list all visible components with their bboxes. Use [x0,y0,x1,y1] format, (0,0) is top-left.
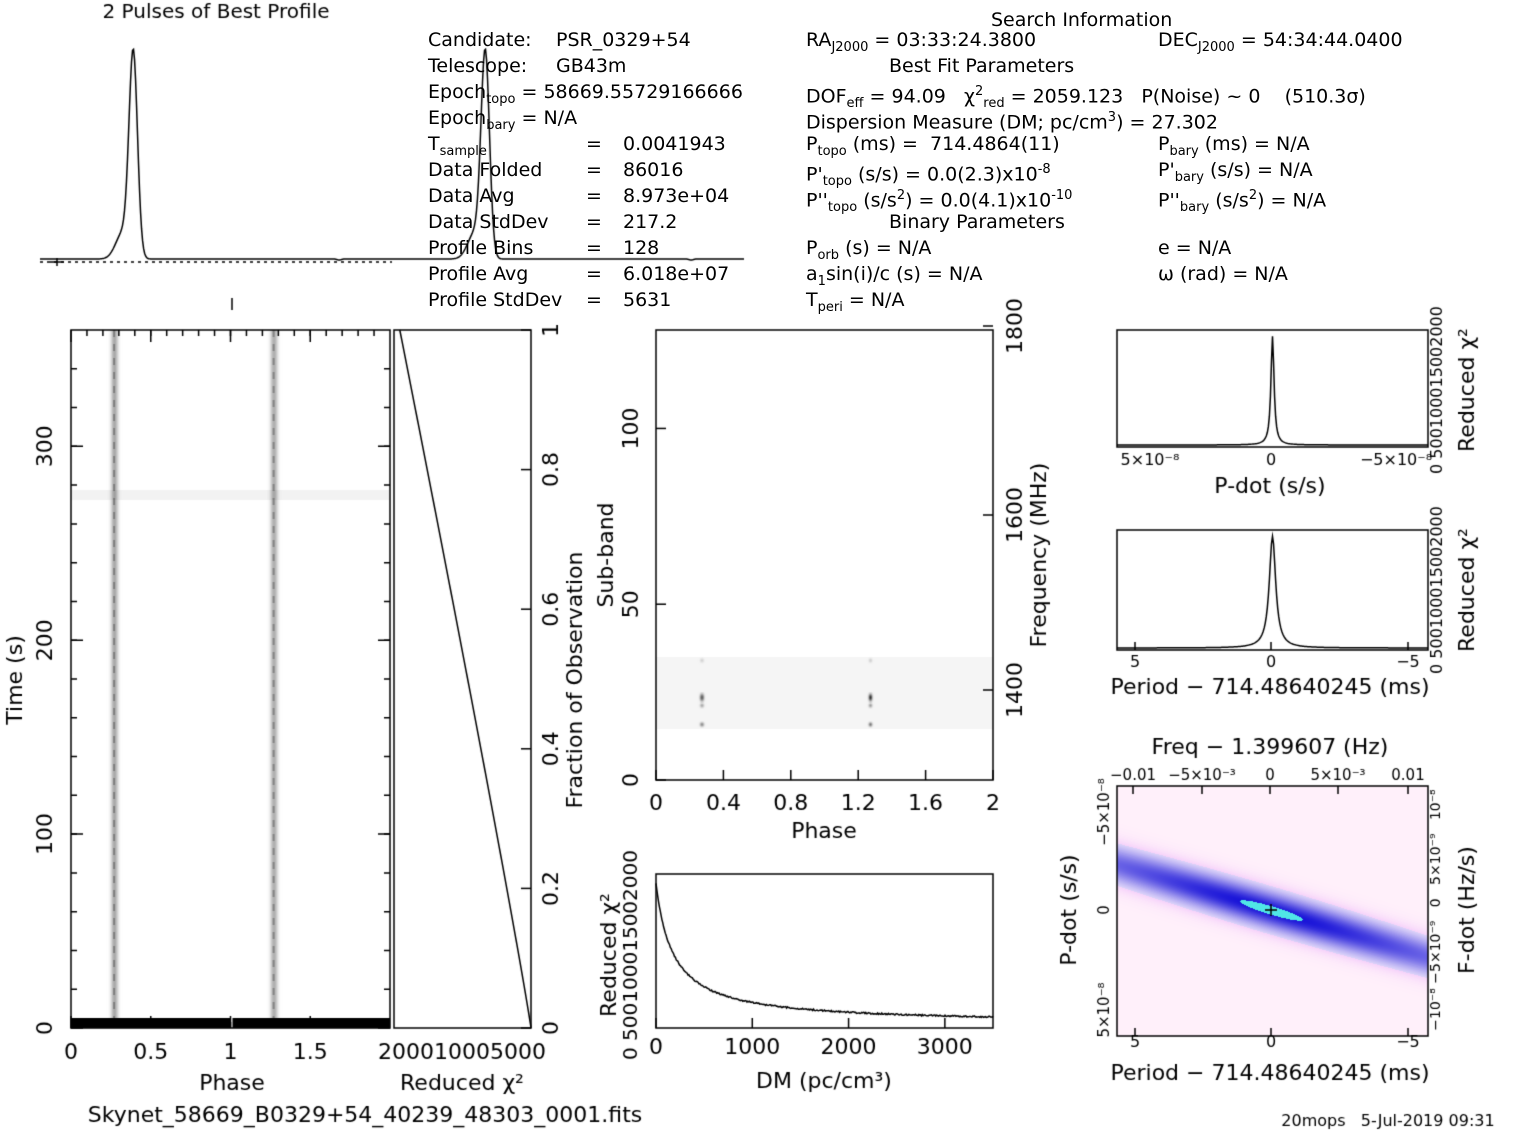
info-value: 86016 [623,157,683,183]
candidate-info-row: Profile Avg = 6.018e+07 [428,261,798,287]
info-label: Profile StdDev [428,287,562,313]
candidate-info-row: Epochbary = N/A [428,105,798,131]
eccentricity: e = N/A [1158,235,1231,261]
info-value: 5631 [623,287,671,313]
info-value: 217.2 [623,209,677,235]
candidate-info-row: Candidate: PSR_0329+54 [428,27,798,53]
candidate-info-row: Tsample = 0.0041943 [428,131,798,157]
binary-title: Binary Parameters [889,209,1065,235]
info-equals: = [586,157,602,183]
candidate-info-row: Data Folded = 86016 [428,157,798,183]
candidate-info-row: Profile Bins = 128 [428,235,798,261]
info-value: GB43m [556,53,626,79]
info-label: Profile Avg [428,261,528,287]
candidate-info-row: Epochtopo = 58669.55729166666 [428,79,798,105]
candidate-info-row: Profile StdDev = 5631 [428,287,798,313]
info-label: Candidate: [428,27,532,53]
info-value: PSR_0329+54 [556,27,691,53]
dec: DECJ2000 = 54:34:44.0400 [1158,27,1403,61]
info-value: 0.0041943 [623,131,726,157]
info-label: Data Folded [428,157,542,183]
info-label: Telescope: [428,53,527,79]
omega: ω (rad) = N/A [1158,261,1288,287]
info-equals: = [586,287,602,313]
pddot-bary: P''bary (s/s2) = N/A [1158,183,1326,221]
candidate-info-row: Telescope: GB43m [428,53,798,79]
info-label: Profile Bins [428,235,533,261]
candidate-info: Candidate: PSR_0329+54 Telescope: GB43m Epoc… [428,27,798,313]
info-label: Data Avg [428,183,515,209]
t-peri: Tperi = N/A [806,287,904,321]
info-value: 8.973e+04 [623,183,729,209]
info-equals: = [586,209,602,235]
info-value: 128 [623,235,659,261]
candidate-info-row: Data Avg = 8.973e+04 [428,183,798,209]
info-equals: = [586,261,602,287]
info-label: Data StdDev [428,209,549,235]
best-fit-title: Best Fit Parameters [889,53,1074,79]
info-equals: = [586,131,602,157]
candidate-info-row: Data StdDev = 217.2 [428,209,798,235]
info-equals: = [586,235,602,261]
info-equals: = [586,183,602,209]
info-value: 6.018e+07 [623,261,729,287]
